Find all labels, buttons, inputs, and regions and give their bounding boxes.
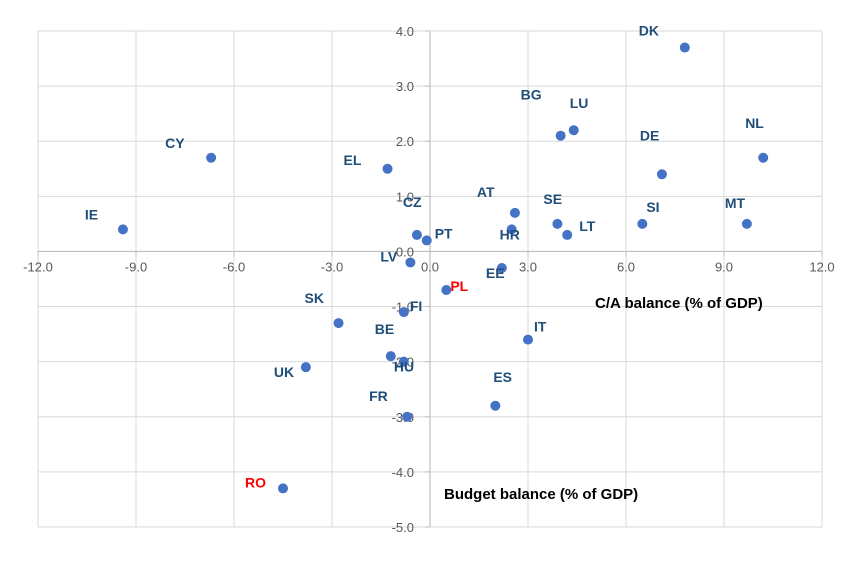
x-tick-label: -6.0 <box>223 259 245 274</box>
data-point-ro <box>278 483 288 494</box>
data-point-si <box>637 218 648 229</box>
data-point-sk <box>333 318 344 329</box>
data-point-cz <box>411 229 422 240</box>
point-label-cy: CY <box>165 135 185 151</box>
point-label-de: DE <box>640 127 659 143</box>
y-tick-label: 4.0 <box>396 24 414 39</box>
axes <box>37 30 823 528</box>
point-label-pl: PL <box>450 278 468 294</box>
y-tick-label: 1.0 <box>396 189 414 204</box>
point-label-hu: HU <box>394 359 414 375</box>
point-label-at: AT <box>477 184 495 200</box>
x-tick-label: 6.0 <box>617 259 635 274</box>
y-axis-title: Budget balance (% of GDP) <box>444 486 638 503</box>
point-label-mt: MT <box>725 195 746 211</box>
x-tick-label: 3.0 <box>519 259 537 274</box>
point-label-si: SI <box>646 199 659 215</box>
point-label-cz: CZ <box>403 194 422 210</box>
data-point-be <box>385 351 396 362</box>
data-points <box>117 42 769 494</box>
x-tick-label: 9.0 <box>715 259 733 274</box>
point-label-lu: LU <box>570 95 589 111</box>
point-label-ie: IE <box>85 206 98 222</box>
point-label-el: EL <box>344 152 362 168</box>
x-tick-label: -3.0 <box>321 259 343 274</box>
point-labels: DK LU BG DE NL CY EL MT IE AT SE SI HR LT CZ PT LV EE PL FI… <box>85 23 764 491</box>
point-label-be: BE <box>375 321 394 337</box>
data-point-pt <box>421 235 432 246</box>
point-label-hr: HR <box>500 226 520 242</box>
point-label-dk: DK <box>639 23 659 39</box>
data-point-es <box>490 400 501 411</box>
x-tick-label: -12.0 <box>23 259 53 274</box>
x-tick-label: 0.0 <box>421 259 439 274</box>
data-point-lv <box>405 257 416 268</box>
data-point-cy <box>206 152 217 163</box>
point-label-ro: RO <box>245 474 266 490</box>
data-point-el <box>382 163 393 174</box>
y-tick-label: -4.0 <box>392 465 414 480</box>
point-label-fi: FI <box>410 298 422 314</box>
data-point-se <box>552 218 563 229</box>
y-tick-label: -5.0 <box>392 520 414 535</box>
data-point-pl <box>441 285 452 296</box>
data-point-mt <box>741 218 752 229</box>
data-point-fi <box>398 307 409 318</box>
point-label-uk: UK <box>274 364 294 380</box>
point-label-pt: PT <box>435 225 453 241</box>
tick-labels: -12.0 -9.0 -6.0 -3.0 0.0 3.0 6.0 9.0 12.0 4.0 3.0 2… <box>23 24 834 535</box>
x-axis-title: C/A balance (% of GDP) <box>595 295 763 312</box>
data-point-fr <box>402 411 413 422</box>
data-point-bg <box>555 130 566 141</box>
point-label-se: SE <box>543 191 562 207</box>
point-label-lv: LV <box>380 248 398 264</box>
data-point-dk <box>679 42 690 53</box>
y-tick-label: 0.0 <box>396 244 414 259</box>
data-point-hr <box>506 224 517 235</box>
data-point-de <box>656 169 667 180</box>
point-label-es: ES <box>493 369 512 385</box>
point-label-it: IT <box>534 319 547 335</box>
data-point-ee <box>496 262 507 273</box>
data-point-lt <box>562 229 573 240</box>
x-tick-label: -9.0 <box>125 259 147 274</box>
data-point-uk <box>300 362 311 373</box>
data-point-lu <box>568 125 579 136</box>
data-point-it <box>523 334 533 345</box>
point-label-nl: NL <box>745 115 764 131</box>
data-point-ie <box>117 224 128 235</box>
y-tick-label: 3.0 <box>396 79 414 94</box>
point-label-sk: SK <box>305 290 324 306</box>
y-tick-label: 2.0 <box>396 134 414 149</box>
point-label-lt: LT <box>579 218 596 234</box>
point-label-bg: BG <box>521 87 542 103</box>
point-label-ee: EE <box>486 265 505 281</box>
point-label-fr: FR <box>369 388 388 404</box>
data-point-hu <box>398 356 409 367</box>
x-tick-label: 12.0 <box>809 259 834 274</box>
data-point-nl <box>758 152 769 163</box>
data-point-at <box>509 207 520 218</box>
